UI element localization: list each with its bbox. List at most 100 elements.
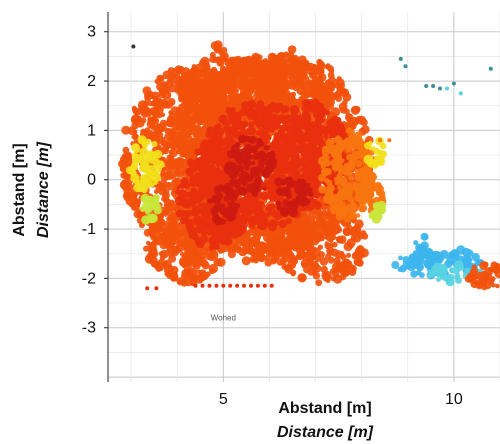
cloud-point (181, 124, 186, 129)
cloud-point (245, 192, 253, 200)
cloud-point (319, 257, 329, 266)
cloud-point (182, 147, 189, 155)
cloud-point (269, 257, 277, 265)
cloud-point (156, 75, 163, 82)
cloud-point (247, 238, 254, 245)
cloud-point (222, 119, 228, 126)
cloud-point (162, 211, 169, 217)
cloud-point (292, 58, 301, 66)
cloud-point (162, 70, 172, 80)
cloud-point (328, 82, 336, 90)
cloud-point (301, 220, 308, 227)
cloud-point (349, 229, 355, 236)
cloud-point (220, 67, 226, 73)
cloud-point (257, 162, 265, 170)
cloud-point (177, 188, 188, 199)
cloud-point (188, 197, 197, 206)
cloud-point (231, 128, 237, 135)
cloud-point (258, 220, 268, 231)
cloud-point (196, 203, 205, 212)
cloud-point (248, 135, 257, 144)
cloud-point (300, 227, 308, 235)
cloud-point (300, 144, 308, 152)
cloud-point (285, 217, 292, 225)
cloud-point (177, 279, 182, 285)
cloud-point (243, 144, 253, 154)
cloud-point (200, 150, 210, 160)
cloud-point (296, 63, 303, 70)
cloud-point (280, 117, 287, 125)
cloud-point (278, 219, 287, 229)
cloud-point (272, 70, 278, 76)
cloud-point (219, 177, 227, 184)
cloud-point (171, 130, 177, 136)
cloud-point (201, 230, 207, 237)
cloud-point (123, 191, 131, 200)
cloud-point (198, 223, 207, 232)
cloud-point (210, 41, 220, 50)
cloud-point (193, 85, 199, 91)
cloud-point (211, 250, 218, 257)
cloud-point (158, 123, 164, 129)
cloud-point (227, 248, 232, 253)
cloud-point (327, 225, 334, 232)
cloud-point (317, 220, 326, 228)
cloud-point (140, 105, 149, 114)
cloud-point (306, 203, 314, 211)
cloud-point (236, 215, 244, 224)
cloud-point (303, 245, 309, 250)
cloud-point (293, 241, 300, 247)
cloud-point (229, 65, 238, 73)
cloud-point (214, 244, 220, 250)
cloud-point (150, 132, 157, 139)
cloud-point (188, 219, 195, 225)
cloud-point (230, 188, 235, 194)
cloud-point (361, 233, 369, 240)
cloud-point (230, 144, 240, 154)
cloud-point (146, 119, 156, 129)
cloud-point (183, 276, 194, 287)
cloud-point (265, 237, 274, 246)
cloud-point (240, 77, 245, 82)
cloud-point (311, 76, 318, 83)
cloud-point (325, 253, 332, 260)
cloud-point (221, 78, 229, 86)
cloud-point (221, 203, 226, 209)
cloud-point (257, 213, 267, 224)
cloud-point (319, 90, 327, 99)
cloud-point (202, 188, 210, 196)
cloud-point (267, 110, 273, 116)
cloud-point (266, 92, 275, 100)
cloud-point (248, 59, 257, 67)
cloud-point (164, 127, 172, 135)
cloud-point (161, 102, 166, 108)
cloud-point (337, 235, 347, 244)
cloud-point (309, 171, 318, 180)
cloud-point (216, 134, 223, 142)
cloud-point (237, 225, 247, 235)
cloud-point (331, 270, 340, 278)
cloud-point (244, 199, 251, 206)
cloud-point (269, 157, 276, 164)
cloud-point (267, 203, 274, 211)
cloud-point (307, 245, 317, 255)
cloud-point (342, 99, 348, 106)
cloud-point (288, 253, 294, 259)
cloud-point (173, 226, 181, 234)
cloud-point (183, 116, 193, 126)
cloud-point (354, 219, 364, 229)
cloud-point (262, 59, 272, 70)
cloud-point (274, 170, 283, 179)
cloud-point (252, 152, 260, 160)
cloud-point (160, 112, 166, 118)
cloud-point (313, 68, 320, 75)
cloud-point (209, 139, 217, 147)
cloud-point (272, 233, 282, 242)
cloud-point (269, 197, 275, 202)
cloud-point (342, 227, 351, 236)
cloud-point (159, 179, 167, 187)
cloud-point (213, 185, 222, 194)
cloud-point (360, 119, 368, 127)
cloud-point (293, 198, 299, 204)
cloud-point (328, 68, 335, 74)
